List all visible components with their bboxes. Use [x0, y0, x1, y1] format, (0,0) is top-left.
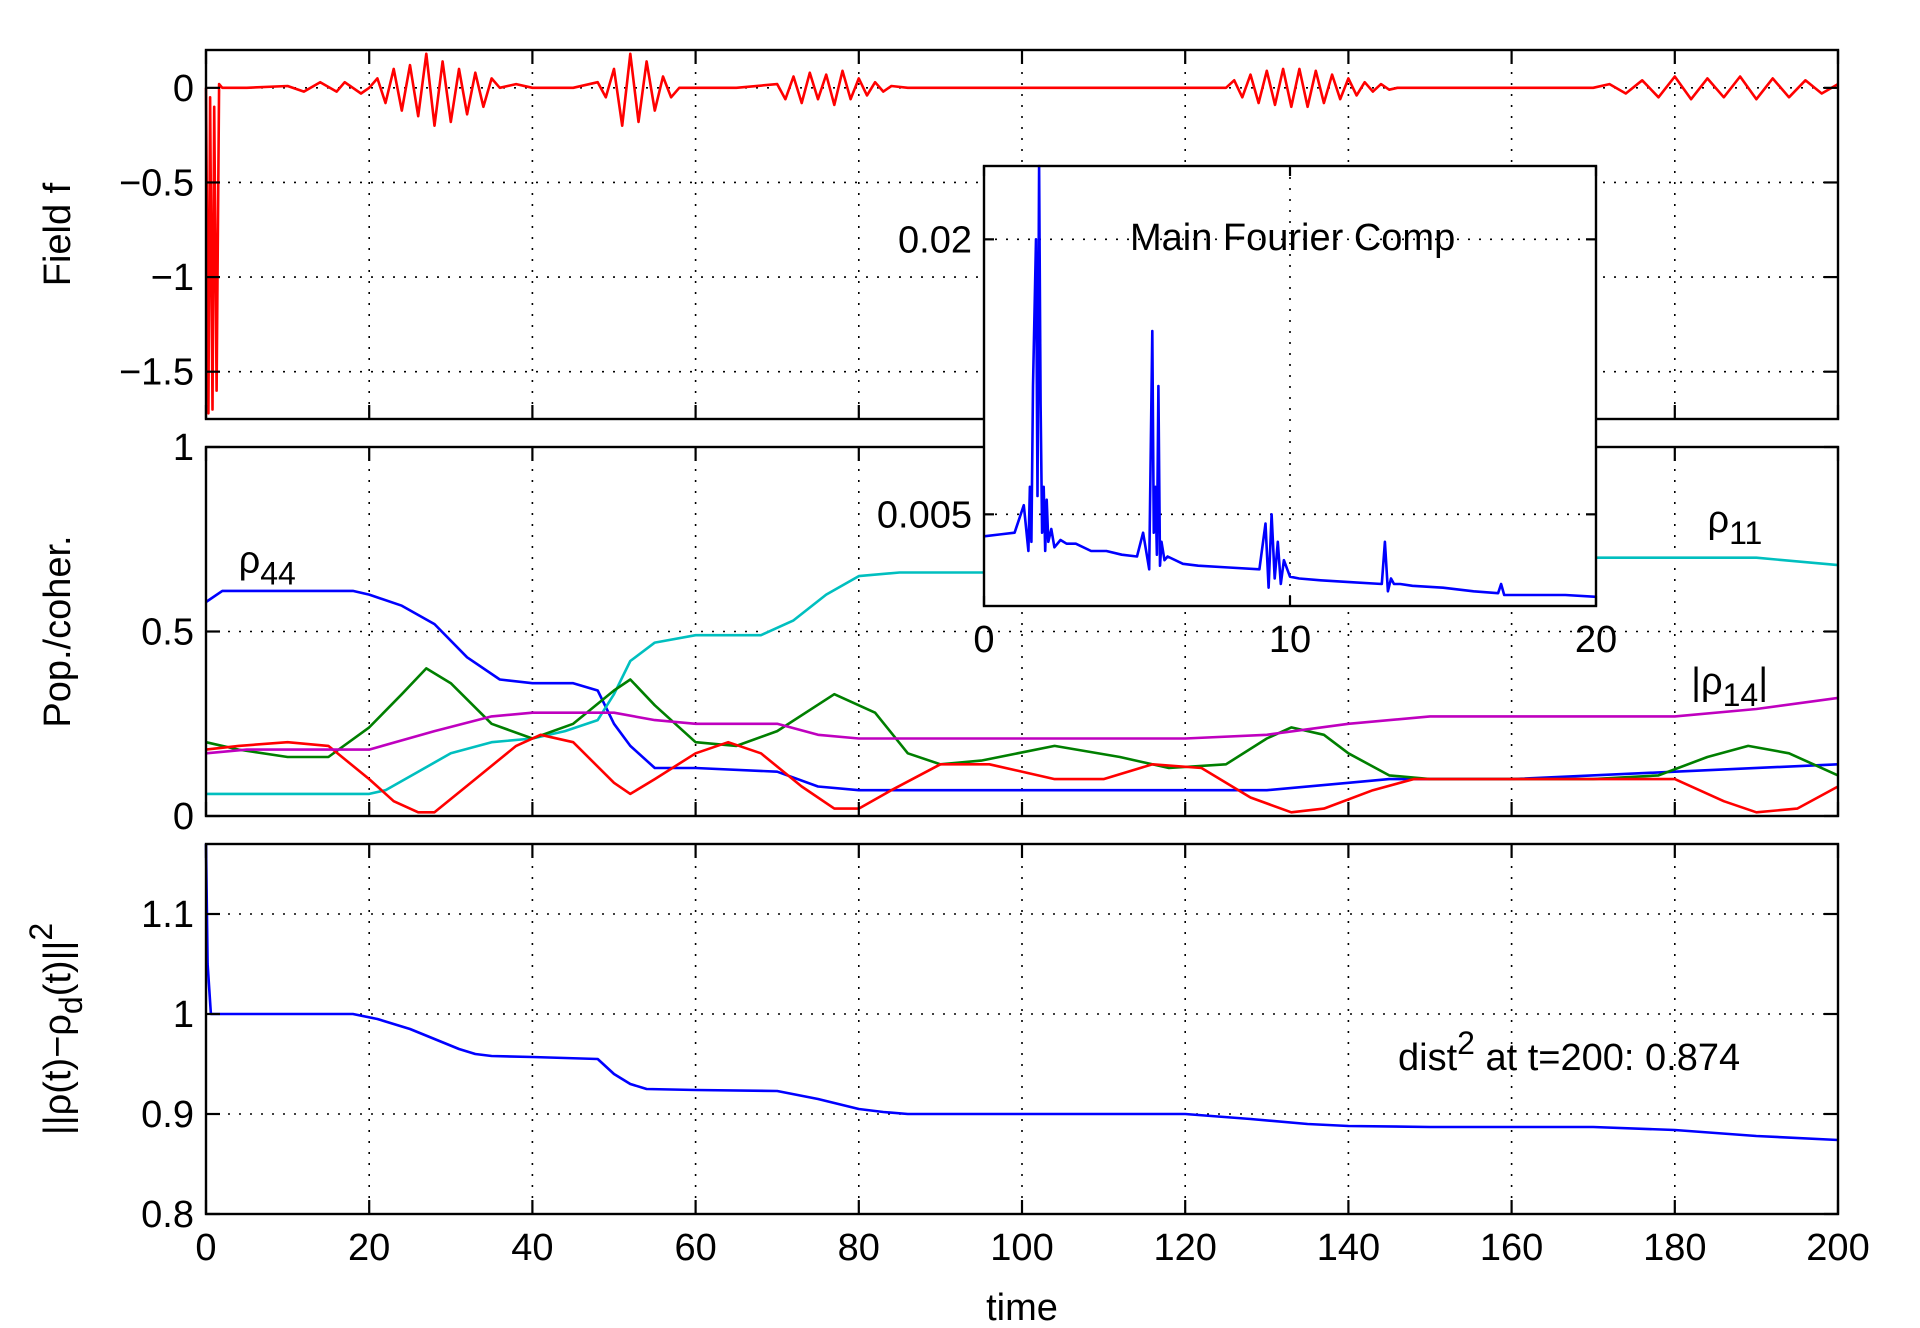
dist-ticks: 0.8 0.9 1 1.1 [141, 844, 1840, 1236]
time-tick-labels: 0 20 40 60 80 100 120 140 160 180 200 [195, 1227, 1869, 1269]
time-xlabel: time [986, 1287, 1058, 1328]
field-ticks: 0 −0.5 −1 −1.5 [119, 50, 1840, 419]
x-tick-label: 140 [1317, 1227, 1380, 1269]
rho44-label: ρ44 [239, 539, 296, 591]
field-line [204, 52, 1839, 415]
y-tick-label: 0.005 [877, 494, 972, 536]
x-tick-label: 40 [511, 1227, 553, 1269]
y-tick-label: 0 [173, 68, 194, 110]
y-tick-label: 1 [173, 427, 194, 469]
dist-line [204, 843, 1839, 1142]
pop-ylabel: Pop./coher. [37, 535, 79, 727]
y-tick-label: 1 [173, 994, 194, 1036]
rho44-line [205, 589, 1839, 792]
pop-grid [206, 447, 1838, 816]
red-population-line [205, 733, 1839, 814]
x-tick-label: 180 [1643, 1227, 1706, 1269]
rho11-label: ρ11 [1707, 499, 1762, 551]
x-tick-label: 0 [195, 1227, 216, 1269]
y-tick-label: −1.5 [119, 352, 194, 394]
inset-grid [984, 166, 1596, 606]
pop-ticks: 00.51 [141, 427, 1840, 838]
dist-annotation: dist2 at t=200: 0.874 [1398, 1025, 1740, 1079]
y-tick-label: 0.9 [141, 1094, 194, 1136]
y-tick-label: 0.02 [898, 219, 972, 261]
x-tick-label: 160 [1480, 1227, 1543, 1269]
y-tick-label: −1 [151, 257, 194, 299]
rho14-label: |ρ14| [1691, 661, 1768, 713]
fourier-line [983, 164, 1597, 599]
dist-ylabel: ||ρ(t)−ρd(t)||2 [23, 923, 89, 1135]
y-tick-label: −0.5 [119, 162, 194, 204]
x-tick-label: 20 [348, 1227, 390, 1269]
inset-x-tick-label: 20 [1575, 619, 1617, 661]
y-tick-label: 0.5 [141, 612, 194, 654]
x-tick-label: 100 [990, 1227, 1053, 1269]
y-tick-label: 0.8 [141, 1194, 194, 1236]
dist-panel: 0.8 0.9 1 1.1 0 20 40 60 80 100 120 140 160 180 200 t… [23, 842, 1870, 1328]
inset-x-tick-label: 0 [973, 619, 994, 661]
inset-x-tick-label: 10 [1269, 619, 1311, 661]
x-tick-label: 120 [1153, 1227, 1216, 1269]
inset-ticks: 0.005 0.02 0 10 20 [877, 166, 1617, 661]
dist-grid [206, 844, 1838, 1214]
rho14-line [205, 696, 1839, 755]
y-tick-label: 0 [173, 796, 194, 838]
x-tick-label: 60 [674, 1227, 716, 1269]
inset-title: Main Fourier Comp [1130, 217, 1455, 259]
field-ylabel: Field f [37, 182, 79, 286]
y-tick-label: 1.1 [141, 894, 194, 936]
fourier-inset: 0.005 0.02 0 10 20 Main Fourier Comp [877, 164, 1617, 661]
x-tick-label: 200 [1806, 1227, 1869, 1269]
x-tick-label: 80 [838, 1227, 880, 1269]
